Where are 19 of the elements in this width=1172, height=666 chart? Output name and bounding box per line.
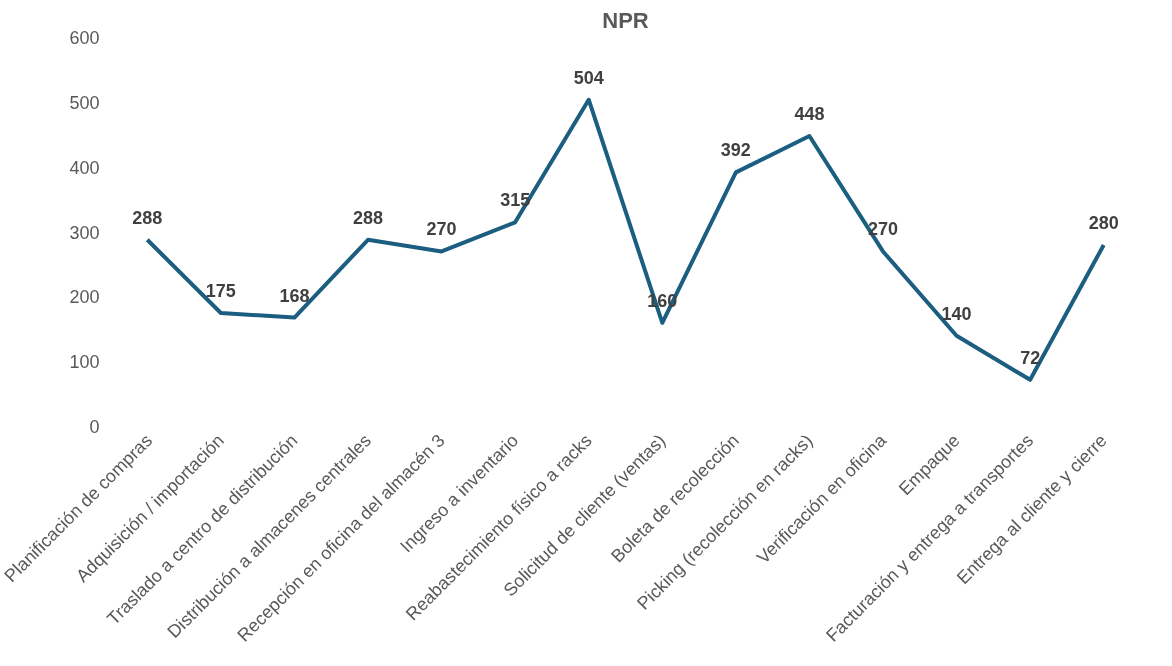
y-tick-label: 400: [69, 157, 100, 178]
data-label: 504: [573, 67, 604, 88]
y-tick-label: 100: [69, 352, 100, 373]
data-label: 270: [426, 219, 457, 240]
data-label: 448: [794, 104, 825, 125]
chart-title: NPR: [602, 7, 649, 33]
data-label: 392: [720, 140, 751, 161]
y-tick-label: 500: [69, 92, 100, 113]
data-label: 140: [941, 303, 972, 324]
data-label: 168: [279, 285, 310, 306]
y-tick-label: 200: [69, 287, 100, 308]
data-label: 280: [1088, 212, 1119, 233]
data-label: 175: [205, 281, 236, 302]
data-label: 288: [352, 207, 384, 228]
y-tick-label: 300: [69, 222, 100, 243]
data-label: 288: [132, 207, 163, 228]
y-tick-label: 0: [89, 417, 100, 437]
y-tick-label: 600: [69, 28, 100, 48]
data-label: 72: [1020, 347, 1041, 368]
